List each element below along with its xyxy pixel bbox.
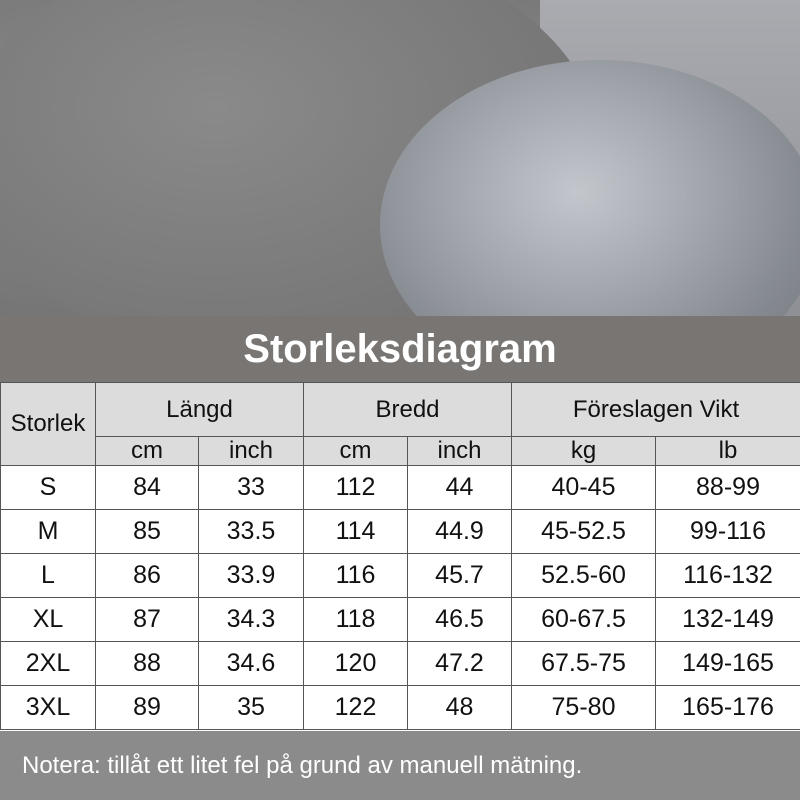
title-band: Storleksdiagram	[0, 316, 800, 382]
value-cell: 88	[95, 641, 199, 686]
size-cell: XL	[0, 597, 96, 642]
value-cell: 122	[303, 685, 408, 730]
value-cell: 40-45	[511, 465, 657, 510]
value-cell: 84	[95, 465, 199, 510]
header-row-groups: Storlek Längd Bredd Föreslagen Vikt	[0, 382, 800, 466]
value-cell: 132-149	[655, 597, 800, 642]
value-cell: 60-67.5	[511, 597, 657, 642]
size-cell: L	[0, 553, 96, 598]
value-cell: 33.9	[198, 553, 304, 598]
value-cell: 75-80	[511, 685, 657, 730]
value-cell: 34.6	[198, 641, 304, 686]
table-row: L 86 33.9 116 45.7 52.5-60 116-132	[0, 553, 800, 598]
size-cell: S	[0, 465, 96, 510]
value-cell: 99-116	[655, 509, 800, 554]
unit-header: lb	[655, 436, 800, 466]
value-cell: 35	[198, 685, 304, 730]
value-cell: 116	[303, 553, 408, 598]
chart-title: Storleksdiagram	[243, 326, 557, 371]
value-cell: 120	[303, 641, 408, 686]
size-header: Storlek	[0, 382, 96, 466]
table-row: XL 87 34.3 118 46.5 60-67.5 132-149	[0, 597, 800, 642]
size-table: Storlek Längd Bredd Föreslagen Vikt cm i…	[0, 382, 800, 730]
header-row-units: cm inch cm inch kg lb	[1, 436, 800, 466]
value-cell: 67.5-75	[511, 641, 657, 686]
value-cell: 87	[95, 597, 199, 642]
fur-pompom-image	[380, 60, 800, 316]
unit-header: kg	[511, 436, 657, 466]
table-row: M 85 33.5 114 44.9 45-52.5 99-116	[0, 509, 800, 554]
value-cell: 45-52.5	[511, 509, 657, 554]
size-cell: 2XL	[0, 641, 96, 686]
value-cell: 149-165	[655, 641, 800, 686]
unit-header: inch	[198, 436, 304, 466]
group-header: Föreslagen Vikt	[511, 382, 800, 437]
value-cell: 114	[303, 509, 408, 554]
size-cell: M	[0, 509, 96, 554]
group-header: Bredd	[302, 382, 513, 437]
unit-header: cm	[95, 436, 199, 466]
value-cell: 116-132	[655, 553, 800, 598]
table-row: 3XL 89 35 122 48 75-80 165-176	[0, 685, 800, 730]
value-cell: 33	[198, 465, 304, 510]
value-cell: 44.9	[406, 509, 513, 554]
measurement-note: Notera: tillåt ett litet fel på grund av…	[22, 751, 583, 779]
value-cell: 85	[95, 509, 199, 554]
table-row: 2XL 88 34.6 120 47.2 67.5-75 149-165	[0, 641, 800, 686]
unit-header: cm	[303, 436, 408, 466]
value-cell: 47.2	[406, 641, 513, 686]
value-cell: 88-99	[655, 465, 800, 510]
table-row: S 84 33 112 44 40-45 88-99	[0, 465, 800, 510]
value-cell: 52.5-60	[511, 553, 657, 598]
footer-note-band: Notera: tillåt ett litet fel på grund av…	[0, 731, 800, 800]
product-photo	[0, 0, 800, 316]
value-cell: 165-176	[655, 685, 800, 730]
value-cell: 45.7	[406, 553, 513, 598]
value-cell: 86	[95, 553, 199, 598]
value-cell: 46.5	[406, 597, 513, 642]
value-cell: 34.3	[198, 597, 304, 642]
group-header: Längd	[95, 382, 304, 437]
value-cell: 112	[303, 465, 408, 510]
value-cell: 33.5	[198, 509, 304, 554]
value-cell: 89	[95, 685, 199, 730]
size-cell: 3XL	[0, 685, 96, 730]
value-cell: 44	[406, 465, 513, 510]
value-cell: 48	[406, 685, 513, 730]
unit-header: inch	[406, 436, 513, 466]
value-cell: 118	[303, 597, 408, 642]
